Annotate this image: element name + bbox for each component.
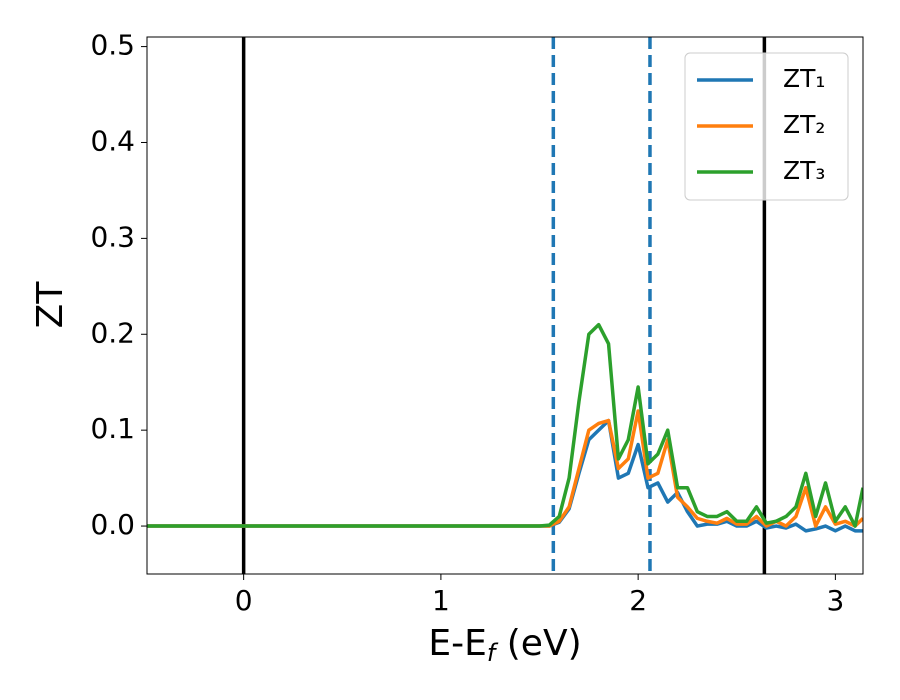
legend-label: ZT₁ [783, 64, 825, 93]
series-line [147, 418, 863, 533]
x-tick-label: 3 [826, 584, 844, 617]
x-tick-label: 1 [432, 584, 450, 617]
series-line [147, 322, 863, 528]
plot-frame [146, 36, 864, 575]
legend-label: ZT₃ [783, 156, 825, 185]
y-axis-label: ZT [30, 281, 71, 329]
x-tick-label: 2 [629, 584, 647, 617]
y-tick-label: 0.3 [90, 220, 135, 253]
x-axis-label: E-Ef (eV) [428, 623, 581, 667]
y-tick-label: 0.5 [90, 29, 135, 62]
legend-box [684, 52, 849, 201]
x-label-main: E-E [428, 623, 486, 664]
x-tick-label: 0 [235, 584, 253, 617]
y-tick-label: 0.2 [90, 316, 135, 349]
y-tick-label: 0.1 [90, 412, 135, 445]
y-tick-label: 0.0 [90, 508, 135, 541]
y-tick-label: 0.4 [90, 124, 135, 157]
legend-label: ZT₂ [783, 110, 825, 139]
x-label-unit: (eV) [495, 623, 581, 664]
